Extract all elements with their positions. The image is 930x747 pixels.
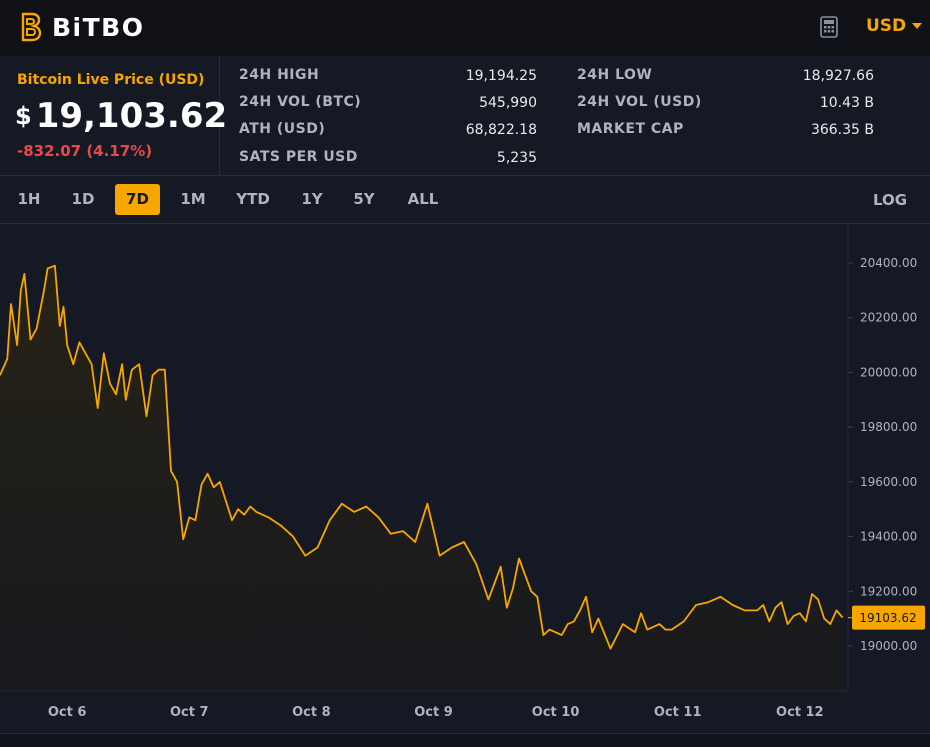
live-price-label: Bitcoin Live Price (USD) [17,72,205,88]
currency-symbol: $ [15,102,32,130]
live-price-value: 19,103.62 [35,96,228,136]
stat-24h-vol-btc-value: 545,990 [479,95,537,111]
currency-label: USD [866,16,907,36]
live-price-box: Bitcoin Live Price (USD) $ 19,103.62 -83… [0,56,227,176]
x-tick-label: Oct 9 [414,705,453,720]
tab-all[interactable]: ALL [407,190,439,208]
stat-24h-vol-btc-label: 24H VOL (BTC) [239,94,362,110]
price-change: -832.07 (4.17%) [17,142,153,160]
stats-panel: Bitcoin Live Price (USD) $ 19,103.62 -83… [0,56,930,176]
stat-market-cap-label: MARKET CAP [577,121,684,137]
y-tick-label: 20400.00 [860,256,917,270]
x-tick-label: Oct 8 [292,705,331,720]
caret-down-icon [912,23,923,29]
y-tick-label: 19000.00 [860,639,917,653]
stat-sats-per-usd-label: SATS PER USD [239,149,358,165]
top-bar: BiTBO USD [0,0,930,56]
price-area-fill [0,265,843,691]
price-series-line [0,264,844,650]
stat-ath-label: ATH (USD) [239,121,326,137]
stat-24h-vol-usd-value: 10.43 B [819,95,874,111]
tab-ytd[interactable]: YTD [236,190,270,208]
calculator-icon[interactable] [820,16,838,38]
live-price: $ 19,103.62 [15,96,227,136]
y-tick-label: 19400.00 [860,530,917,544]
x-tick-label: Oct 10 [532,705,580,720]
stat-24h-vol-usd-label: 24H VOL (USD) [577,94,702,110]
tab-1h[interactable]: 1H [17,190,41,208]
y-tick-label: 19600.00 [860,475,917,489]
bitbo-logo-icon [20,12,42,42]
y-tick-label: 19200.00 [860,584,917,598]
stat-24h-low-value: 18,927.66 [802,68,874,84]
tab-1m[interactable]: 1M [180,190,206,208]
y-tick-label: 19800.00 [860,420,917,434]
stat-24h-low-label: 24H LOW [577,67,653,83]
tab-1y[interactable]: 1Y [301,190,323,208]
stat-24h-high-value: 19,194.25 [465,68,537,84]
tab-5y[interactable]: 5Y [353,190,375,208]
price-chart[interactable]: 19000.00 19200.00 19400.00 19600.00 19800.00… [0,225,930,747]
log-scale-toggle[interactable]: LOG [873,191,908,209]
stat-24h-high-label: 24H HIGH [239,67,320,83]
brand-logo[interactable]: BiTBO [20,12,145,42]
current-price-badge [852,605,925,630]
x-tick-label: Oct 6 [48,705,87,720]
y-tick-label: 20200.00 [860,311,917,325]
x-tick-label: Oct 7 [170,705,209,720]
stat-market-cap-value: 366.35 B [810,122,874,138]
footer-strip [0,733,930,747]
tab-7d[interactable]: 7D [115,184,160,215]
price-chart-svg: 19000.00 19200.00 19400.00 19600.00 19800.00… [0,225,925,720]
current-price-label: 19103.62 [859,611,916,625]
x-tick-label: Oct 12 [776,705,824,720]
y-tick-label: 20000.00 [860,365,917,379]
x-tick-label: Oct 11 [654,705,702,720]
currency-selector[interactable]: USD [866,16,923,36]
brand-name: BiTBO [52,12,145,42]
range-tabs: 1H 1D 7D 1M YTD 1Y 5Y ALL LOG [0,177,930,224]
stat-ath-value: 68,822.18 [465,122,537,138]
tab-1d[interactable]: 1D [71,190,95,208]
stat-sats-per-usd-value: 5,235 [496,150,537,166]
